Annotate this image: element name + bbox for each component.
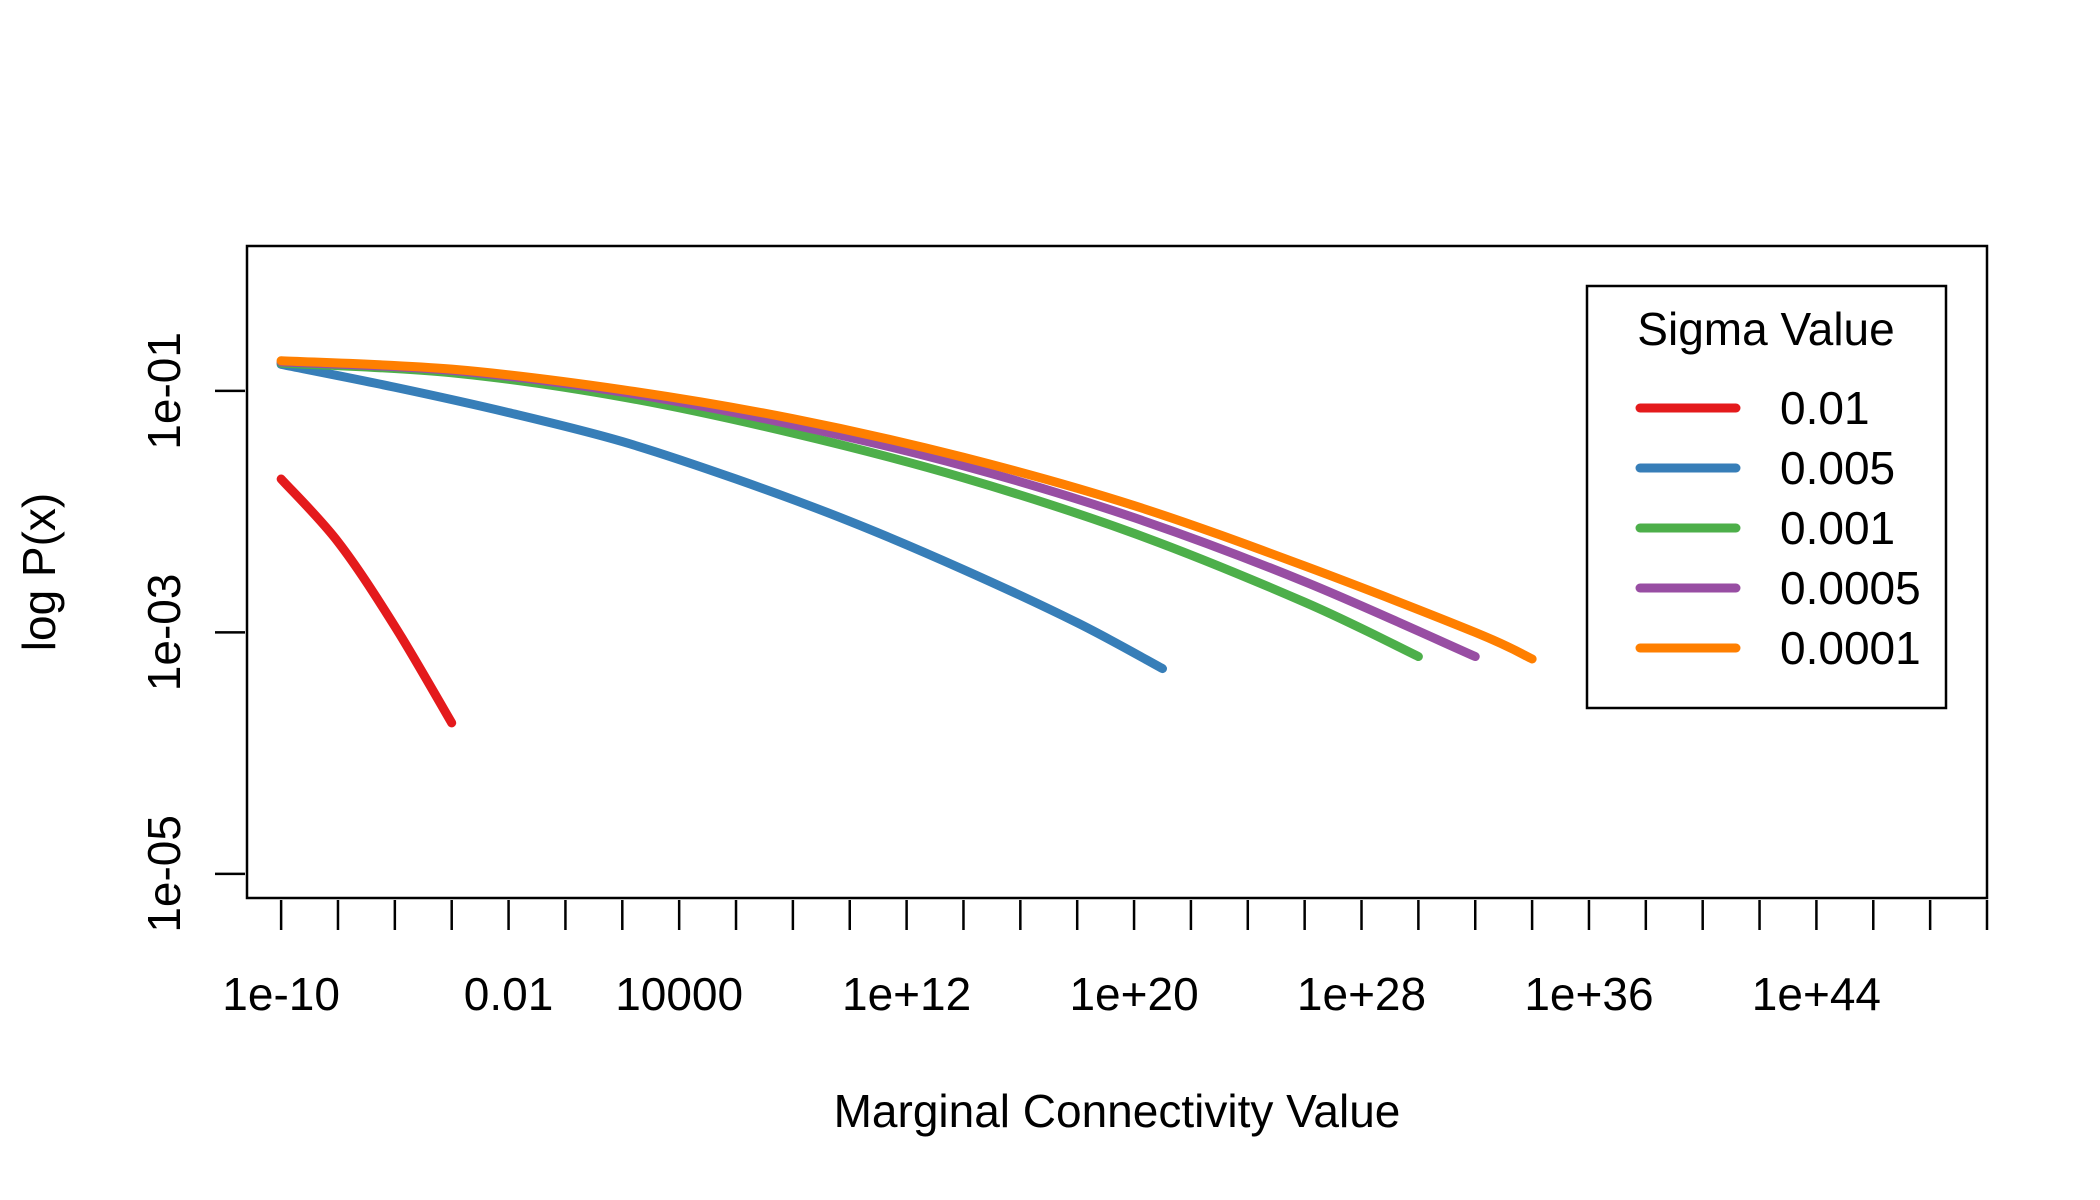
x-axis-title: Marginal Connectivity Value bbox=[834, 1085, 1401, 1137]
legend-label: 0.0001 bbox=[1780, 622, 1921, 674]
series-line-0.001 bbox=[276, 358, 1423, 662]
x-tick-label: 1e+36 bbox=[1524, 968, 1653, 1020]
y-axis-title: log P(x) bbox=[13, 493, 65, 651]
x-tick-label: 1e+20 bbox=[1069, 968, 1198, 1020]
legend-label: 0.01 bbox=[1780, 382, 1870, 434]
y-tick-label: 1e-01 bbox=[138, 332, 190, 450]
legend-label: 0.005 bbox=[1780, 442, 1895, 494]
y-axis: 1e-01 1e-03 1e-05 bbox=[138, 332, 245, 933]
series-line-0.0001 bbox=[276, 356, 1537, 664]
x-tick-label: 1e+28 bbox=[1297, 968, 1426, 1020]
x-axis: 1e-10 0.01 10000 1e+12 1e+20 1e+28 1e+36 1e+44 bbox=[222, 900, 1989, 1020]
x-tick-label: 1e+12 bbox=[842, 968, 971, 1020]
legend-box bbox=[1585, 284, 1948, 710]
series-layer bbox=[276, 356, 1537, 728]
x-tick-label: 1e-10 bbox=[222, 968, 340, 1020]
legend: Sigma Value 0.01 0.005 0.001 0.0005 0.0001 bbox=[1585, 284, 1948, 710]
legend-label: 0.0005 bbox=[1780, 562, 1921, 614]
y-tick-label: 1e-03 bbox=[138, 574, 190, 692]
x-tick-label: 0.01 bbox=[464, 968, 554, 1020]
x-tick-label: 1e+44 bbox=[1752, 968, 1881, 1020]
series-line-0.005 bbox=[276, 359, 1167, 674]
legend-label: 0.001 bbox=[1780, 502, 1895, 554]
plot-frame bbox=[245, 244, 1989, 900]
legend-title: Sigma Value bbox=[1637, 303, 1894, 355]
y-tick-label: 1e-05 bbox=[138, 815, 190, 933]
series-line-0.0005 bbox=[276, 357, 1480, 662]
x-tick-label: 10000 bbox=[615, 968, 743, 1020]
series-line-0.01 bbox=[276, 474, 457, 728]
